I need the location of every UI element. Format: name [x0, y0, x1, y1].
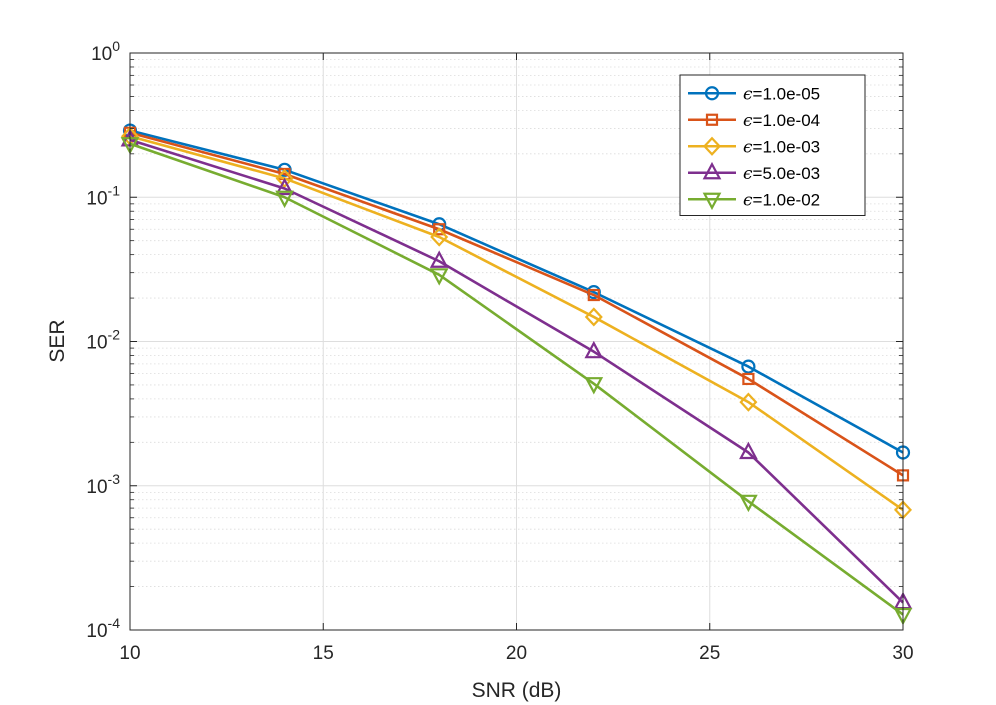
y-tick-base: 10: [86, 621, 107, 642]
legend-label: ϵ=5.0e-03: [743, 164, 820, 184]
legend-marker: [702, 161, 722, 180]
y-tick-label: 10-4: [86, 615, 120, 642]
legend-entry: ϵ=5.0e-03: [688, 161, 820, 184]
legend-value: =1.0e-02: [753, 190, 821, 209]
legend-value: =5.0e-03: [753, 164, 821, 183]
data-point: [584, 307, 603, 327]
legend-symbol: ϵ: [743, 190, 753, 210]
legend-symbol: ϵ: [743, 111, 753, 131]
y-tick-base: 10: [91, 44, 112, 65]
legend-marker: [702, 192, 722, 211]
series-line: [129, 142, 904, 616]
data-point: [430, 227, 449, 247]
axis-ticks: [129, 52, 904, 631]
legend-marker: [702, 136, 722, 156]
legend-label: ϵ=1.0e-04: [743, 111, 820, 131]
y-tick-exponent: -1: [108, 182, 121, 198]
legend-entry: ϵ=1.0e-03: [688, 136, 820, 157]
data-point: [429, 268, 449, 286]
data-point: [739, 392, 758, 412]
legend-symbol: ϵ: [743, 164, 753, 184]
legend-symbol: ϵ: [743, 137, 753, 157]
x-tick-label: 25: [699, 643, 720, 664]
series-line: [129, 138, 904, 604]
legend-marker: [704, 86, 720, 101]
series-3: [120, 126, 913, 520]
y-tick-base: 10: [86, 333, 107, 354]
data-point: [429, 250, 449, 268]
data-point: [433, 223, 446, 236]
y-tick-exponent: -2: [108, 327, 121, 343]
x-axis-label: SNR (dB): [472, 679, 562, 702]
series-line: [129, 134, 904, 511]
legend-entry: ϵ=1.0e-02: [688, 190, 820, 210]
x-tick-label: 15: [313, 643, 334, 664]
series-line: [129, 129, 904, 454]
data-point: [584, 377, 604, 395]
legend-value: =1.0e-04: [753, 111, 821, 130]
y-axis-label: SER: [46, 319, 69, 362]
data-point: [741, 359, 756, 374]
series-line: [129, 131, 904, 477]
legend-label: ϵ=1.0e-02: [743, 190, 820, 210]
y-tick-label: 10-3: [86, 471, 120, 498]
series-5: [120, 137, 913, 626]
legend-marker: [705, 113, 719, 126]
legend-entry: ϵ=1.0e-04: [688, 111, 820, 131]
data-point: [275, 177, 294, 196]
data-point: [739, 441, 758, 460]
x-tick-label: 30: [892, 643, 913, 664]
data-point: [275, 190, 294, 209]
x-tick-label: 10: [119, 643, 140, 664]
y-tick-label: 10-2: [86, 327, 120, 354]
y-tick-exponent: -3: [108, 471, 121, 487]
x-tick-label: 20: [506, 643, 527, 664]
data-point: [739, 494, 758, 513]
data-point: [742, 372, 755, 386]
data-point: [584, 340, 604, 359]
legend-label: ϵ=1.0e-03: [743, 137, 820, 157]
y-tick-exponent: 0: [112, 38, 120, 54]
y-tick-base: 10: [86, 188, 107, 209]
legend: ϵ=1.0e-05ϵ=1.0e-04ϵ=1.0e-03ϵ=5.0e-03ϵ=1.…: [679, 74, 866, 216]
legend-label: ϵ=1.0e-05: [743, 84, 820, 104]
x-tick-labels: 10 15 20 25 30: [119, 643, 913, 664]
data-point: [587, 288, 600, 302]
legend-entry: ϵ=1.0e-05: [688, 84, 820, 104]
legend-symbol: ϵ: [743, 84, 753, 104]
y-tick-exponent: -4: [108, 615, 121, 631]
legend-value: =1.0e-03: [753, 137, 821, 156]
y-tick-label: 10-1: [86, 182, 120, 209]
series-layer: [120, 123, 913, 626]
data-point: [275, 168, 294, 189]
y-tick-base: 10: [86, 477, 107, 498]
legend-value: =1.0e-05: [753, 84, 821, 103]
y-tick-label: 100: [91, 38, 120, 65]
